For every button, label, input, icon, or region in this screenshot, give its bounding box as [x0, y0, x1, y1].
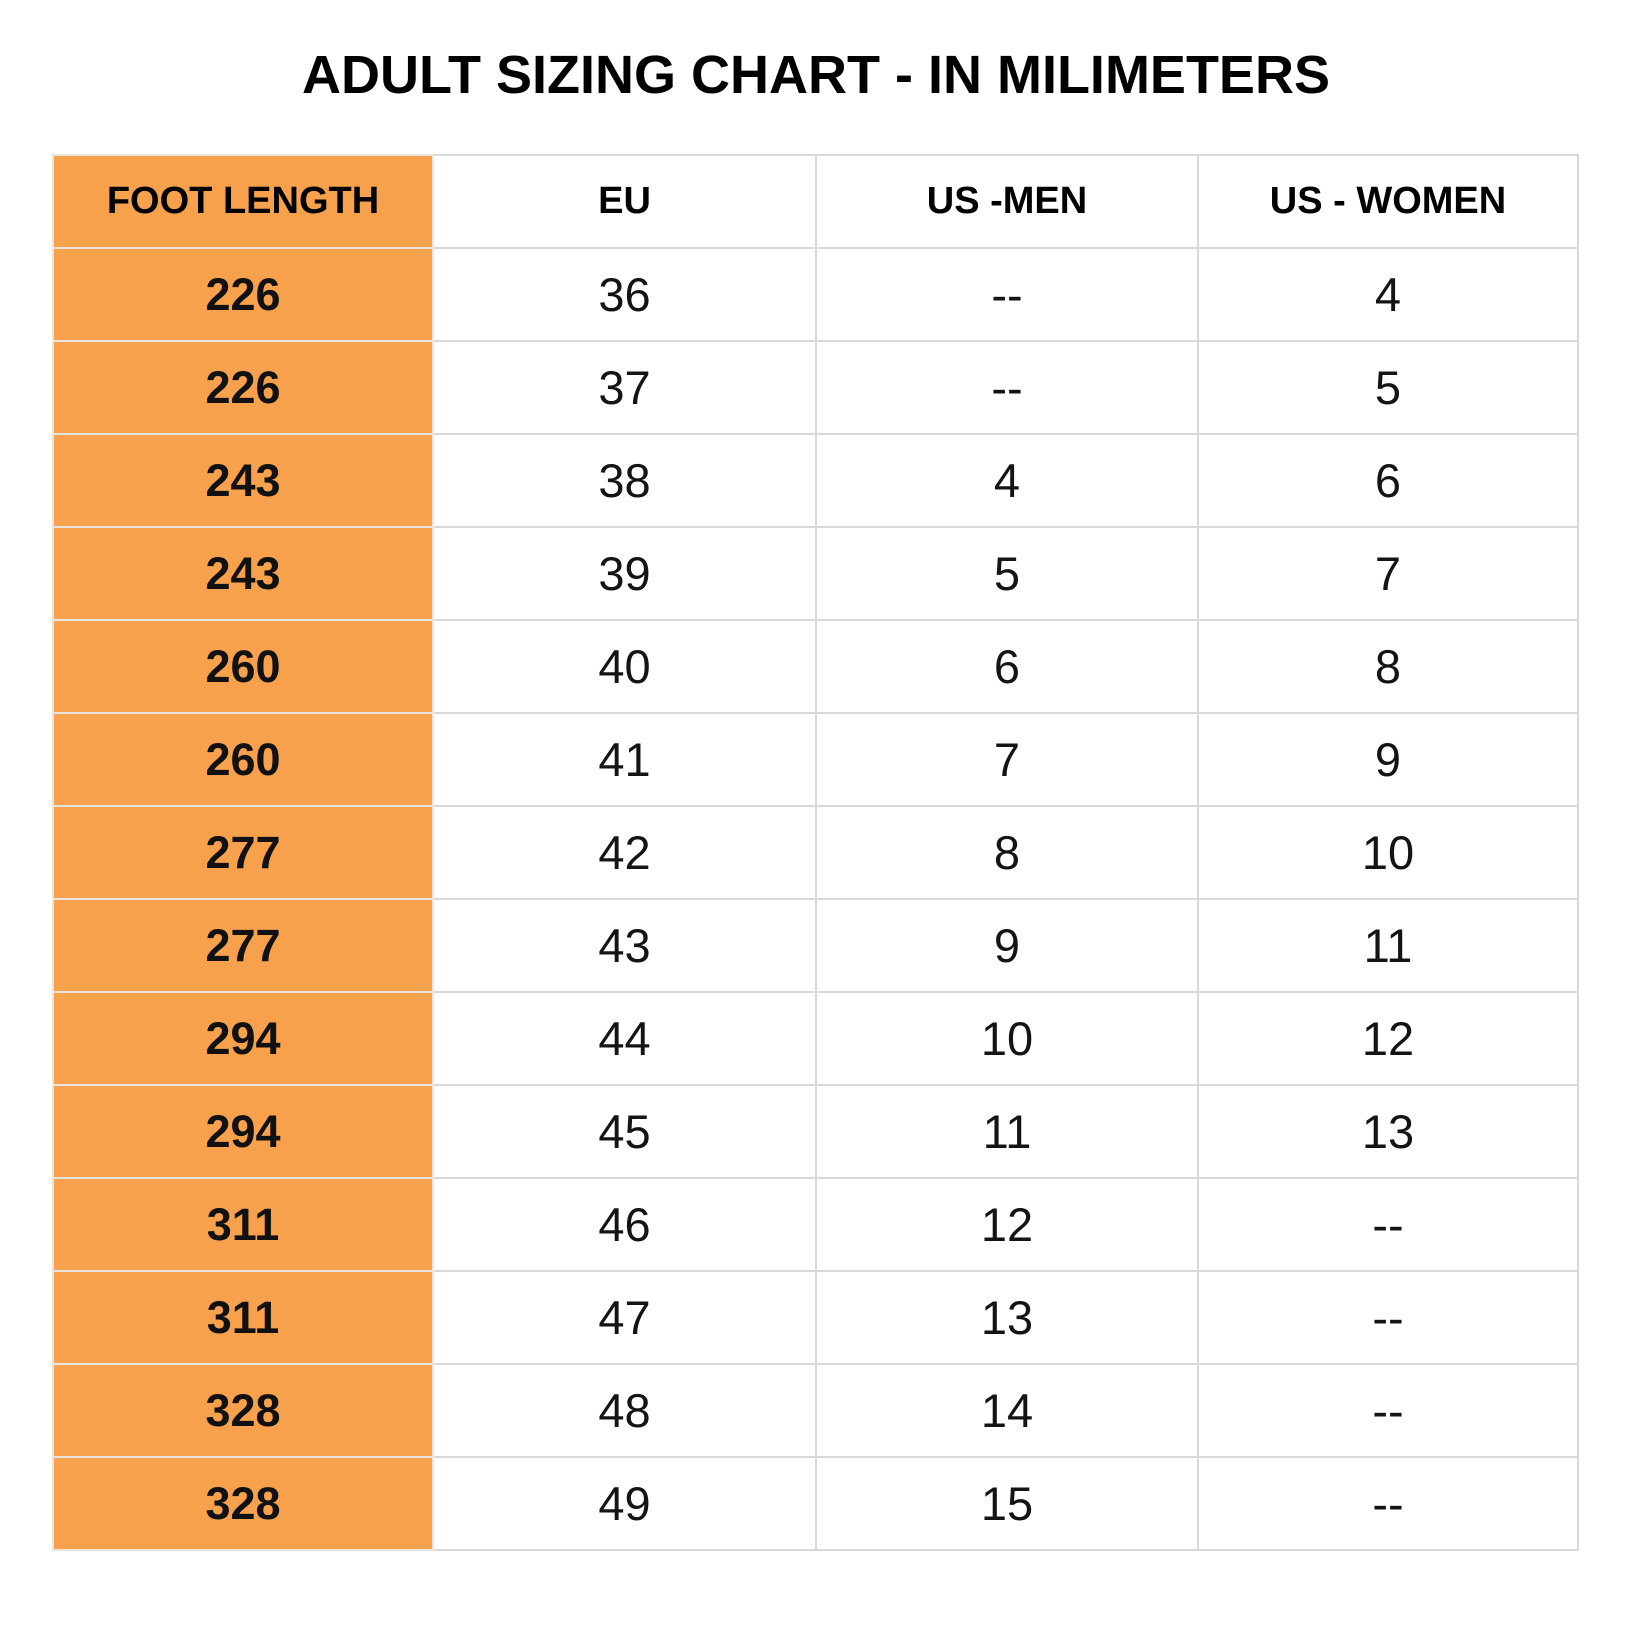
us-women-size-cell: 4: [1197, 247, 1579, 342]
us-men-size-cell: 7: [815, 712, 1199, 807]
col-header-eu: EU: [432, 154, 817, 249]
foot-length-cell: 260: [52, 619, 434, 714]
table-row: 260 41 7 9: [52, 712, 1579, 807]
us-men-size-cell: 9: [815, 898, 1199, 993]
us-men-size-cell: 6: [815, 619, 1199, 714]
us-men-size-cell: 8: [815, 805, 1199, 900]
foot-length-cell: 294: [52, 991, 434, 1086]
table-row: 328 49 15 --: [52, 1456, 1579, 1551]
foot-length-cell: 260: [52, 712, 434, 807]
eu-size-cell: 49: [432, 1456, 817, 1551]
us-women-size-cell: 7: [1197, 526, 1579, 621]
eu-size-cell: 48: [432, 1363, 817, 1458]
table-row: 294 45 11 13: [52, 1084, 1579, 1179]
eu-size-cell: 38: [432, 433, 817, 528]
table-row: 328 48 14 --: [52, 1363, 1579, 1458]
us-men-size-cell: 13: [815, 1270, 1199, 1365]
us-women-size-cell: 11: [1197, 898, 1579, 993]
table-row: 243 39 5 7: [52, 526, 1579, 621]
table-row: 226 37 -- 5: [52, 340, 1579, 435]
eu-size-cell: 43: [432, 898, 817, 993]
foot-length-cell: 226: [52, 247, 434, 342]
foot-length-cell: 277: [52, 805, 434, 900]
table-row: 311 46 12 --: [52, 1177, 1579, 1272]
table-body: 226 36 -- 4 226 37 -- 5 243 38 4 6 243 39 5 7 260 40 6 8 260…: [52, 247, 1579, 1551]
eu-size-cell: 47: [432, 1270, 817, 1365]
us-men-size-cell: 4: [815, 433, 1199, 528]
eu-size-cell: 44: [432, 991, 817, 1086]
us-men-size-cell: 5: [815, 526, 1199, 621]
us-men-size-cell: 11: [815, 1084, 1199, 1179]
sizing-table: FOOT LENGTH EU US -MEN US - WOMEN 226 36-…: [52, 154, 1579, 1551]
foot-length-cell: 243: [52, 433, 434, 528]
us-women-size-cell: --: [1197, 1363, 1579, 1458]
us-men-size-cell: 12: [815, 1177, 1199, 1272]
foot-length-cell: 243: [52, 526, 434, 621]
eu-size-cell: 40: [432, 619, 817, 714]
table-row: 243 38 4 6: [52, 433, 1579, 528]
us-women-size-cell: 13: [1197, 1084, 1579, 1179]
col-header-foot-length: FOOT LENGTH: [52, 154, 434, 249]
eu-size-cell: 42: [432, 805, 817, 900]
us-women-size-cell: --: [1197, 1177, 1579, 1272]
col-header-us-women: US - WOMEN: [1197, 154, 1579, 249]
us-women-size-cell: 8: [1197, 619, 1579, 714]
us-men-size-cell: 15: [815, 1456, 1199, 1551]
foot-length-cell: 294: [52, 1084, 434, 1179]
us-women-size-cell: --: [1197, 1270, 1579, 1365]
us-men-size-cell: --: [815, 247, 1199, 342]
eu-size-cell: 45: [432, 1084, 817, 1179]
col-header-us-men: US -MEN: [815, 154, 1199, 249]
us-women-size-cell: 9: [1197, 712, 1579, 807]
eu-size-cell: 41: [432, 712, 817, 807]
us-women-size-cell: 10: [1197, 805, 1579, 900]
header-row: FOOT LENGTH EU US -MEN US - WOMEN: [52, 154, 1579, 249]
table-row: 260 40 6 8: [52, 619, 1579, 714]
table-row: 294 44 10 12: [52, 991, 1579, 1086]
us-men-size-cell: 14: [815, 1363, 1199, 1458]
foot-length-cell: 311: [52, 1270, 434, 1365]
table-row: 277 42 8 10: [52, 805, 1579, 900]
us-women-size-cell: 12: [1197, 991, 1579, 1086]
chart-title: ADULT SIZING CHART - IN MILIMETERS: [302, 45, 1330, 105]
foot-length-cell: 328: [52, 1363, 434, 1458]
us-men-size-cell: 10: [815, 991, 1199, 1086]
us-men-size-cell: --: [815, 340, 1199, 435]
eu-size-cell: 37: [432, 340, 817, 435]
table-row: 277 43 9 11: [52, 898, 1579, 993]
eu-size-cell: 39: [432, 526, 817, 621]
table-row: 226 36 -- 4: [52, 247, 1579, 342]
us-women-size-cell: 5: [1197, 340, 1579, 435]
foot-length-cell: 328: [52, 1456, 434, 1551]
table-row: 311 47 13 --: [52, 1270, 1579, 1365]
us-women-size-cell: 6: [1197, 433, 1579, 528]
foot-length-cell: 311: [52, 1177, 434, 1272]
foot-length-cell: 277: [52, 898, 434, 993]
eu-size-cell: 46: [432, 1177, 817, 1272]
eu-size-cell: 36: [432, 247, 817, 342]
us-women-size-cell: --: [1197, 1456, 1579, 1551]
foot-length-cell: 226: [52, 340, 434, 435]
